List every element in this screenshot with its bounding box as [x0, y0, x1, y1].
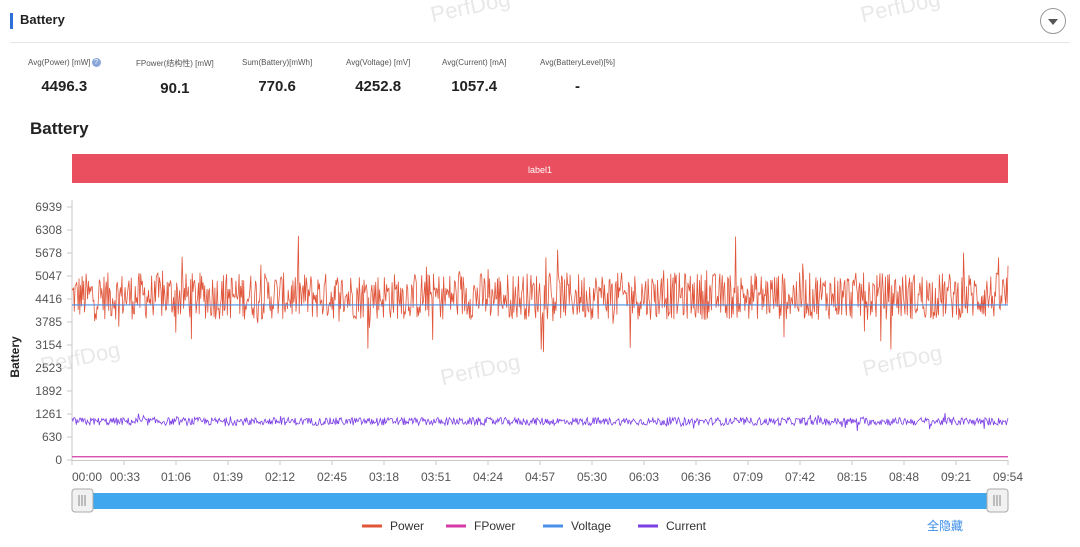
- range-slider-track[interactable]: [80, 493, 998, 509]
- x-tick-label: 09:54: [993, 470, 1023, 484]
- x-tick-label: 05:30: [577, 470, 607, 484]
- x-tick-label: 02:45: [317, 470, 347, 484]
- x-tick-label: 06:03: [629, 470, 659, 484]
- x-tick-label: 00:33: [110, 470, 140, 484]
- metric-label: Avg(Voltage) [mV]: [346, 58, 411, 67]
- chart-title: Battery: [30, 119, 89, 138]
- collapse-button[interactable]: [1040, 8, 1066, 34]
- y-tick-label: 1892: [35, 384, 62, 398]
- metric-label: Avg(BatteryLevel)[%]: [540, 58, 615, 67]
- x-tick-label: 08:15: [837, 470, 867, 484]
- legend-label: FPower: [474, 519, 515, 533]
- y-tick-label: 5678: [35, 246, 62, 260]
- panel-title: Battery: [20, 12, 65, 27]
- y-tick-label: 2523: [35, 361, 62, 375]
- x-tick-label: 00:00: [72, 470, 102, 484]
- x-tick-label: 08:48: [889, 470, 919, 484]
- label-band-text: label1: [528, 165, 552, 175]
- metric-value: -: [575, 78, 580, 95]
- y-tick-label: 5047: [35, 269, 62, 283]
- legend-label: Current: [666, 519, 707, 533]
- hide-all-link[interactable]: 全隐藏: [927, 518, 963, 533]
- metric-label: Avg(Current) [mA]: [442, 58, 507, 67]
- metric-value: 1057.4: [451, 78, 498, 95]
- metric-sum-battery: Sum(Battery)[mWh] 770.6: [242, 58, 312, 95]
- x-tick-label: 03:51: [421, 470, 451, 484]
- y-tick-label: 3785: [35, 315, 62, 329]
- metric-value: 4252.8: [355, 78, 402, 95]
- x-tick-label: 06:36: [681, 470, 711, 484]
- legend-label: Power: [390, 519, 424, 533]
- y-axis-label: Battery: [8, 336, 22, 378]
- metric-avg-power: Avg(Power) [mW]? 4496.3: [28, 58, 101, 95]
- x-tick-label: 07:09: [733, 470, 763, 484]
- metric-avg-battery-level: Avg(BatteryLevel)[%] -: [540, 58, 615, 95]
- metric-avg-voltage: Avg(Voltage) [mV] 4252.8: [346, 58, 410, 95]
- y-tick-label: 0: [55, 453, 62, 467]
- power-series-line: [71, 235, 1009, 353]
- y-tick-label: 4416: [35, 292, 62, 306]
- panel-header: Battery: [10, 8, 1070, 43]
- current-series-line: [71, 412, 1009, 432]
- metric-label: Avg(Power) [mW]: [28, 58, 91, 67]
- legend-label: Voltage: [571, 519, 611, 533]
- metric-avg-current: Avg(Current) [mA] 1057.4: [442, 58, 506, 95]
- x-tick-label: 09:21: [941, 470, 971, 484]
- x-tick-label: 01:39: [213, 470, 243, 484]
- x-tick-label: 03:18: [369, 470, 399, 484]
- metric-value: 90.1: [160, 80, 190, 97]
- x-tick-label: 04:24: [473, 470, 503, 484]
- info-icon[interactable]: ?: [91, 58, 101, 68]
- y-tick-label: 6308: [35, 223, 62, 237]
- x-tick-label: 07:42: [785, 470, 815, 484]
- y-tick-label: 630: [42, 430, 62, 444]
- x-tick-label: 04:57: [525, 470, 555, 484]
- metric-fpower: FPower(结构性) [mW] 90.1: [136, 58, 214, 97]
- metrics-summary: Avg(Power) [mW]? 4496.3 FPower(结构性) [mW]…: [28, 58, 728, 102]
- y-tick-label: 3154: [35, 338, 62, 352]
- metric-value: 770.6: [258, 78, 296, 95]
- label-band[interactable]: [72, 154, 1008, 183]
- x-tick-label: 02:12: [265, 470, 295, 484]
- x-tick-label: 01:06: [161, 470, 191, 484]
- metric-label: FPower(结构性) [mW]: [136, 59, 214, 68]
- metric-value: 4496.3: [41, 78, 88, 96]
- chevron-down-icon: [1048, 19, 1058, 25]
- metric-label: Sum(Battery)[mWh]: [242, 58, 313, 67]
- header-accent-bar: [10, 13, 13, 29]
- y-tick-label: 6939: [35, 200, 62, 214]
- y-tick-label: 1261: [35, 407, 62, 421]
